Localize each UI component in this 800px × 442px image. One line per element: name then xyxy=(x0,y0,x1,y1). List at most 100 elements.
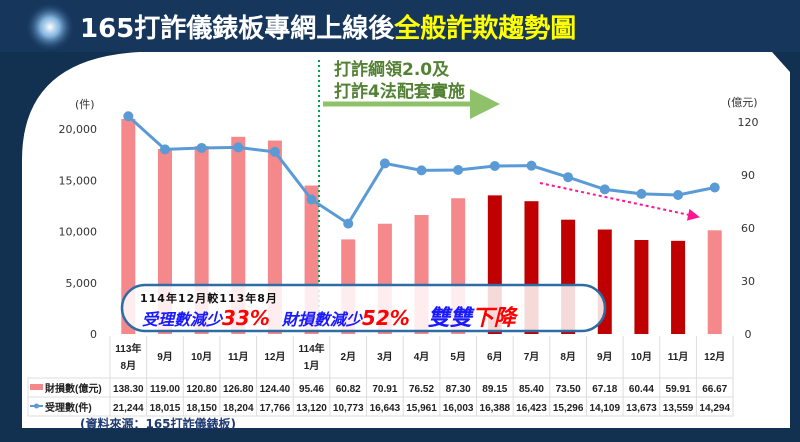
category-label-year: 113年 xyxy=(115,342,141,355)
cases-value: 13,120 xyxy=(296,403,327,414)
cases-value: 17,766 xyxy=(260,403,291,414)
right-tick-label: 60 xyxy=(741,222,755,235)
line-point xyxy=(526,160,537,171)
callout-period: 114年12月較113年8月 xyxy=(140,291,278,305)
loss-value: 87.30 xyxy=(446,384,471,395)
line-point xyxy=(453,164,464,175)
right-tick-label: 0 xyxy=(745,328,752,341)
category-label: 10月 xyxy=(191,351,212,363)
cases-value: 16,423 xyxy=(516,403,547,414)
bar xyxy=(707,230,722,334)
left-axis-label: (件) xyxy=(75,98,95,111)
right-tick-label: 90 xyxy=(741,169,755,182)
category-label: 10月 xyxy=(631,351,652,363)
callout-box xyxy=(120,283,607,333)
loss-value: 126.80 xyxy=(223,384,254,395)
callout-summary: 受理數減少33% 財損數減少52% 雙雙下降 xyxy=(142,306,519,331)
loss-value: 73.50 xyxy=(556,384,581,395)
right-tick-label: 120 xyxy=(738,116,759,129)
cases-value: 13,673 xyxy=(626,403,657,414)
category-label: 7月 xyxy=(524,351,540,363)
legend-bar-swatch xyxy=(30,384,43,390)
annotation-line2: 打詐4法配套實施 xyxy=(334,81,465,102)
cases-value: 18,015 xyxy=(150,403,181,414)
line-point xyxy=(563,172,574,183)
trend-arrow xyxy=(539,182,700,221)
category-label: 9月 xyxy=(597,351,613,363)
loss-value: 60.44 xyxy=(629,384,654,395)
line-point xyxy=(636,188,647,199)
line-point xyxy=(673,190,684,201)
cases-value: 21,244 xyxy=(113,403,144,414)
line-point xyxy=(123,111,134,122)
line-point xyxy=(196,142,207,153)
loss-value: 76.52 xyxy=(409,384,434,395)
loss-value: 70.91 xyxy=(372,384,397,395)
loss-value: 124.40 xyxy=(260,384,291,395)
source-note: (資料來源：165打詐儀錶板) xyxy=(80,416,236,431)
left-tick-label: 5,000 xyxy=(66,277,98,290)
cases-value: 18,150 xyxy=(186,403,217,414)
line-point xyxy=(306,194,317,205)
cases-value: 18,204 xyxy=(223,403,254,414)
line-point xyxy=(233,142,244,153)
line-point xyxy=(159,144,170,155)
cases-value: 14,109 xyxy=(589,403,620,414)
cases-value: 16,388 xyxy=(480,403,511,414)
cases-value: 14,294 xyxy=(699,403,730,414)
line-point xyxy=(416,165,427,176)
line-point xyxy=(379,158,390,169)
loss-value: 95.46 xyxy=(299,384,324,395)
left-tick-label: 15,000 xyxy=(59,174,98,187)
loss-value: 120.80 xyxy=(186,384,217,395)
legend-line-marker xyxy=(34,403,39,409)
title: 165打詐儀錶板專網上線後全般詐欺趨勢圖 xyxy=(80,13,576,44)
bar xyxy=(671,240,686,334)
annotation-line1: 打詐綱領2.0及 xyxy=(334,59,450,80)
line-point xyxy=(489,161,500,172)
category-label-year: 114年 xyxy=(299,342,325,355)
loss-value: 119.00 xyxy=(150,384,180,395)
category-label-month: 1月 xyxy=(304,360,320,372)
category-label: 3月 xyxy=(377,351,393,363)
cases-value: 15,961 xyxy=(406,403,437,414)
line-point xyxy=(343,218,354,229)
category-label: 11月 xyxy=(228,351,249,363)
loss-value: 67.18 xyxy=(592,384,617,395)
category-label: 2月 xyxy=(340,351,356,363)
category-label: 4月 xyxy=(414,351,430,363)
line-point xyxy=(709,182,720,193)
category-label: 8月 xyxy=(560,351,576,363)
left-tick-label: 10,000 xyxy=(59,226,98,239)
cases-value: 10,773 xyxy=(333,403,364,414)
loss-value: 85.40 xyxy=(519,384,544,395)
category-label: 12月 xyxy=(264,351,285,363)
bar xyxy=(121,118,136,335)
cases-value: 16,003 xyxy=(443,403,474,414)
legend-loss-label: 財損數(億元) xyxy=(44,382,102,395)
cases-value: 15,296 xyxy=(553,403,584,414)
right-tick-label: 30 xyxy=(741,275,755,288)
right-axis-label: (億元) xyxy=(727,96,758,109)
loss-value: 66.67 xyxy=(702,384,727,395)
left-tick-label: 0 xyxy=(90,328,97,341)
bar xyxy=(634,240,649,334)
left-tick-label: 20,000 xyxy=(59,123,98,136)
cases-value: 16,643 xyxy=(370,403,401,414)
title-bar xyxy=(0,0,800,52)
chart-panel xyxy=(22,52,790,428)
loss-value: 89.15 xyxy=(482,384,507,395)
category-label: 11月 xyxy=(668,351,689,363)
line-point xyxy=(599,184,610,195)
legend-cases-label: 受理數(件) xyxy=(45,401,92,414)
category-label: 9月 xyxy=(157,351,173,363)
category-label: 12月 xyxy=(704,351,725,363)
category-label: 6月 xyxy=(487,351,503,363)
line-point xyxy=(269,146,280,157)
category-label: 5月 xyxy=(450,351,466,363)
loss-value: 59.91 xyxy=(666,384,691,395)
loss-value: 60.82 xyxy=(336,384,361,395)
loss-value: 138.30 xyxy=(113,384,144,395)
category-label-month: 8月 xyxy=(121,360,137,372)
